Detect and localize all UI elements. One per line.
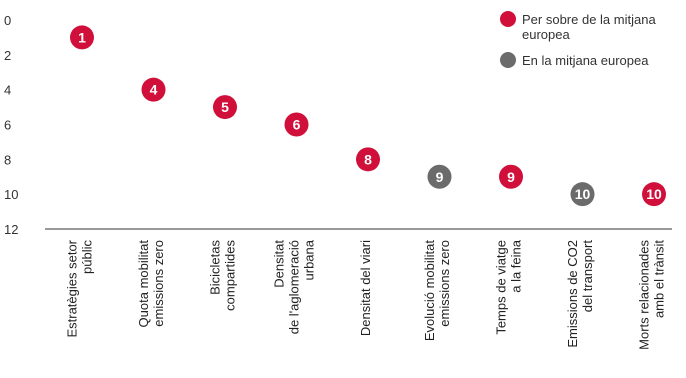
- x-category-label: Densitatde l'aglomeracióurbana: [272, 239, 317, 334]
- data-point-label: 5: [221, 99, 229, 115]
- y-axis: 0 2 4 6 8 10 12: [4, 13, 18, 237]
- data-point-label: 1: [78, 29, 86, 45]
- y-tick-label: 8: [4, 152, 11, 167]
- data-point-marker: [356, 147, 380, 172]
- legend-item: Per sobre de la mitjana europea: [500, 11, 656, 42]
- data-point-marker: [70, 25, 94, 50]
- data-point: 5: [213, 95, 237, 120]
- data-point: 10: [570, 182, 595, 207]
- data-point-marker: [141, 77, 166, 102]
- data-point-marker: [642, 182, 666, 207]
- data-points: 1 4 5 6 8 9 9 10 10: [70, 25, 666, 207]
- data-point: 1: [70, 25, 94, 50]
- data-point-marker: [284, 112, 309, 137]
- data-point: 9: [499, 164, 523, 189]
- data-point-label: 6: [293, 117, 301, 133]
- data-point-marker: [570, 182, 595, 207]
- legend-marker: [500, 11, 516, 27]
- data-point-label: 10: [575, 186, 591, 202]
- legend-label: Per sobre de la mitjana europea: [522, 12, 656, 42]
- legend: Per sobre de la mitjana europea En la mitj…: [500, 11, 656, 68]
- y-tick-label: 0: [4, 13, 11, 28]
- x-category-label: Evolució mobilitatemissions zero: [422, 240, 452, 342]
- data-point-marker: [213, 95, 237, 120]
- x-category-label: Densitat del viari: [358, 240, 373, 336]
- x-category-label: Bicicletascompartides: [208, 240, 238, 311]
- data-point-label: 8: [364, 151, 372, 167]
- y-tick-label: 12: [4, 222, 18, 237]
- x-category-label: Estratègies setorpúblic: [65, 239, 95, 337]
- data-point-label: 10: [646, 186, 662, 202]
- x-category-label: Emissions de CO2del transport: [565, 240, 595, 348]
- y-tick-label: 10: [4, 187, 18, 202]
- data-point: 4: [141, 77, 166, 102]
- data-point-label: 4: [150, 82, 158, 98]
- legend-item: En la mitjana europea: [500, 52, 649, 68]
- data-point: 9: [427, 164, 452, 189]
- legend-label: En la mitjana europea: [522, 53, 649, 68]
- x-category-label: Morts relacionadesamb el trànsit: [637, 240, 667, 350]
- x-category-label: Quota mobilitatemissions zero: [136, 240, 166, 328]
- legend-marker: [500, 52, 516, 68]
- data-point: 10: [642, 182, 666, 207]
- data-point-label: 9: [507, 169, 515, 185]
- y-tick-label: 6: [4, 118, 11, 133]
- y-tick-label: 4: [4, 83, 11, 98]
- data-point: 8: [356, 147, 380, 172]
- data-point-marker: [499, 164, 523, 189]
- data-point: 6: [284, 112, 309, 137]
- data-point-label: 9: [436, 169, 444, 185]
- x-axis-categories: Estratègies setorpúblic Quota mobilitatem…: [65, 239, 667, 350]
- data-point-marker: [427, 164, 452, 189]
- y-tick-label: 2: [4, 48, 11, 63]
- x-category-label: Temps de viatgea la feina: [494, 239, 524, 334]
